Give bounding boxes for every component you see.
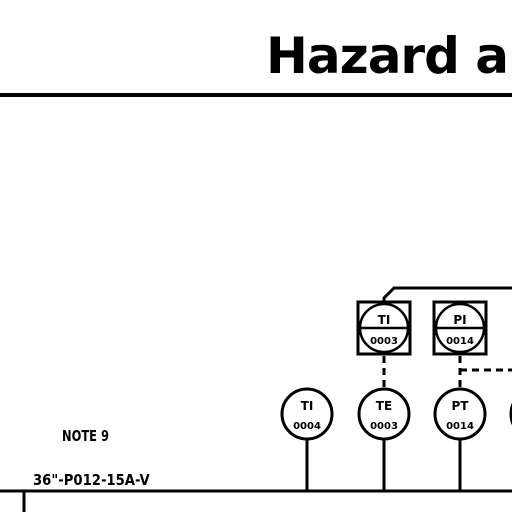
instrument-te-0003[interactable]: TE 0003 [357, 387, 411, 441]
instrument-ti-0004[interactable]: TI 0004 [280, 387, 334, 441]
te-0003-number: 0003 [370, 421, 398, 432]
pi-0014-number: 0014 [446, 336, 474, 347]
ti-0004-number: 0004 [293, 421, 321, 432]
ti-0003-number: 0003 [370, 336, 398, 347]
pi-0014-function: PI [453, 313, 466, 327]
pt-0014-function: PT [452, 399, 470, 413]
note-label: NOTE 9 [62, 427, 109, 445]
instrument-pi-0014[interactable]: PI 0014 [432, 300, 488, 356]
ti-0004-function: TI [301, 399, 314, 413]
instrument-ti-0003[interactable]: TI 0003 [356, 300, 412, 356]
te-0003-function: TE [376, 399, 392, 413]
pt-0014-number: 0014 [446, 421, 474, 432]
instrument-pt-0014[interactable]: PT 0014 [433, 387, 487, 441]
signal-line-top [382, 286, 512, 302]
process-line-label: 36"-P012-15A-V [33, 471, 150, 489]
ti-0003-function: TI [378, 313, 391, 327]
drawing-title: Hazard an [266, 27, 512, 85]
